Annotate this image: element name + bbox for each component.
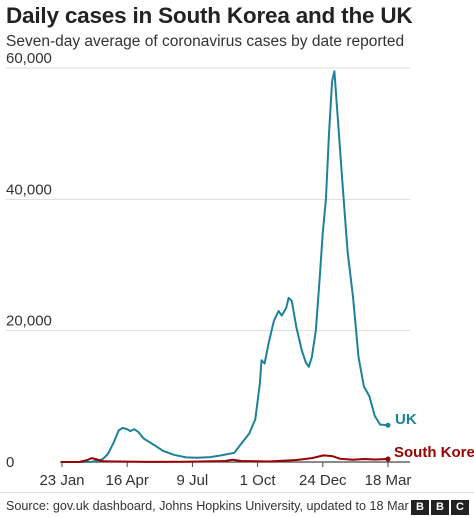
- bbc-logo-letter: C: [451, 500, 469, 515]
- x-tick-label: 1 Oct: [240, 472, 277, 489]
- series-lines: [61, 70, 391, 463]
- series-label: South Korea: [394, 444, 474, 461]
- y-tick-label: 40,000: [6, 181, 52, 198]
- line-chart: 0 20,000 40,000 60,000 23 Jan 16 Apr 9 Jul 1 O…: [6, 50, 474, 489]
- gridlines: [6, 67, 410, 332]
- x-tick-label: 16 Apr: [106, 472, 149, 489]
- source-note: Source: gov.uk dashboard, Johns Hopkins …: [6, 499, 409, 513]
- series-line-south-korea: [61, 454, 389, 463]
- y-tick-label: 20,000: [6, 313, 52, 330]
- series-end-point: [385, 422, 391, 428]
- y-tick-label: 60,000: [6, 50, 52, 67]
- bbc-logo: B B C: [411, 500, 469, 515]
- series-end-point: [385, 456, 391, 462]
- bbc-logo-letter: B: [431, 500, 449, 515]
- series-label: UK: [395, 411, 417, 428]
- bbc-logo-letter: B: [411, 500, 429, 515]
- series-line-uk: [61, 70, 389, 463]
- x-tick-label: 24 Dec: [299, 472, 347, 489]
- footer-divider: [0, 492, 474, 493]
- x-tick-label: 18 Mar: [365, 472, 412, 489]
- x-axis: 23 Jan 16 Apr 9 Jul 1 Oct 24 Dec 18 Mar: [39, 461, 412, 489]
- series-labels: UK South Korea: [394, 411, 474, 461]
- y-axis-labels: 0 20,000 40,000 60,000: [6, 50, 52, 471]
- chart-title: Daily cases in South Korea and the UK: [6, 3, 413, 28]
- chart-subtitle: Seven-day average of coronavirus cases b…: [6, 33, 405, 50]
- y-tick-label: 0: [6, 454, 14, 471]
- x-tick-label: 23 Jan: [39, 472, 84, 489]
- x-tick-label: 9 Jul: [177, 472, 209, 489]
